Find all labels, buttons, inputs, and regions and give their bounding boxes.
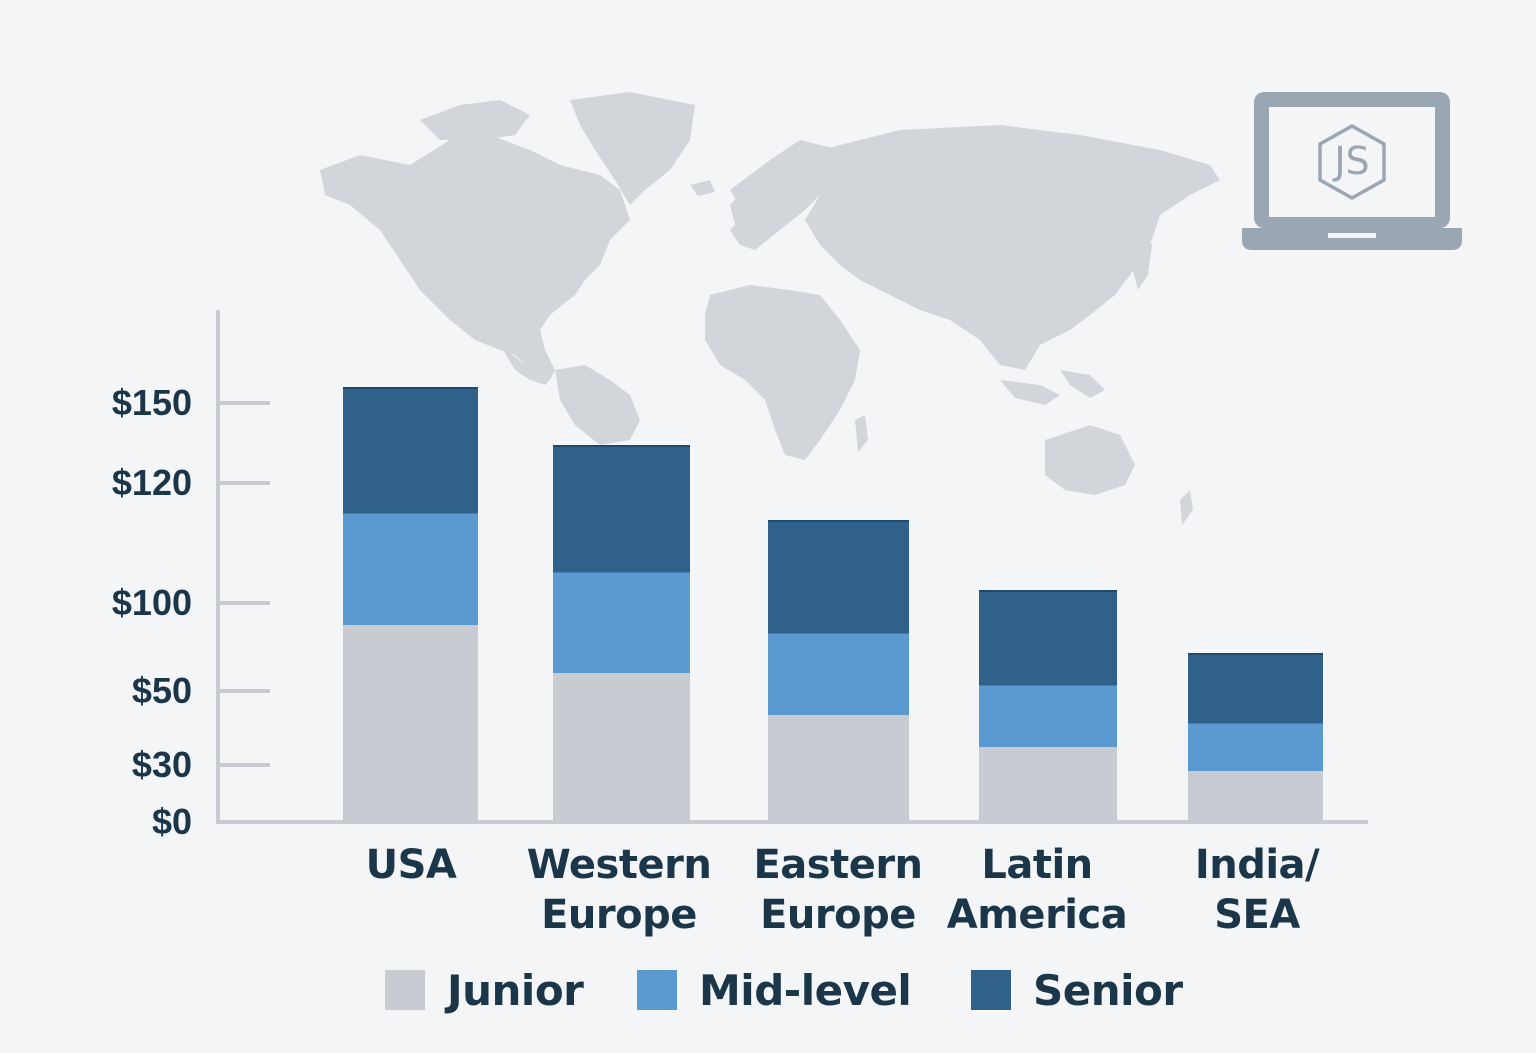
bar-segment-mid (768, 633, 909, 715)
y-axis (216, 310, 220, 824)
bar-segment-junior (768, 715, 909, 820)
bar-segment-junior (553, 673, 690, 820)
legend-swatch (385, 970, 425, 1010)
x-tick-label: Latin America (917, 840, 1157, 940)
y-tick (220, 481, 270, 485)
legend-item-mid-level: Mid-level (637, 965, 912, 1015)
bar-segment-mid (343, 513, 478, 625)
y-tick (220, 601, 270, 605)
y-tick (220, 401, 270, 405)
y-tick (220, 689, 270, 693)
bar-segment-senior (979, 590, 1117, 685)
x-label-line: Eastern (753, 842, 923, 888)
bar-usa (343, 387, 478, 820)
bar-segment-junior (979, 747, 1117, 820)
x-label-line: Europe (541, 892, 697, 938)
x-label-line: Europe (760, 892, 916, 938)
x-label-line: America (946, 892, 1128, 938)
bar-segment-senior (768, 520, 909, 633)
x-tick-label: Western Europe (499, 840, 739, 940)
bar-western-europe (553, 445, 690, 820)
bar-segment-mid (979, 685, 1117, 747)
x-label-line: Western (526, 842, 712, 888)
x-label-line: USA (365, 842, 457, 888)
laptop-icon: JS (1242, 92, 1462, 250)
x-label-line (291, 890, 531, 940)
legend-label: Mid-level (699, 965, 912, 1015)
bar-segment-junior (1188, 771, 1323, 820)
svg-text:JS: JS (1332, 139, 1369, 183)
bar-segment-mid (553, 572, 690, 673)
x-tick-label: India/SEA (1137, 840, 1377, 940)
x-tick-label: USA (291, 840, 531, 940)
y-tick-label: $0 (151, 801, 192, 842)
js-hexagon-icon (1318, 123, 1386, 201)
y-tick-label: $150 (111, 382, 192, 423)
y-tick-label: $30 (131, 744, 192, 785)
legend-swatch (637, 970, 677, 1010)
bar-segment-senior (1188, 653, 1323, 723)
bar-india-sea (1188, 653, 1323, 820)
world-map-background (320, 92, 1220, 525)
y-tick (220, 763, 270, 767)
bar-segment-mid (1188, 723, 1323, 771)
legend-label: Junior (447, 965, 584, 1015)
bar-latin-america (979, 590, 1117, 820)
y-tick-label: $120 (111, 462, 192, 503)
x-label-line: SEA (1214, 892, 1300, 938)
x-axis (216, 820, 1368, 824)
legend-item-junior: Junior (385, 965, 584, 1015)
bar-segment-senior (553, 445, 690, 572)
x-tick-label: Eastern Europe (718, 840, 958, 940)
x-label-line: India/ (1194, 842, 1320, 888)
x-label-line: Latin (981, 842, 1093, 888)
legend-item-senior: Senior (971, 965, 1183, 1015)
legend-label: Senior (1033, 965, 1183, 1015)
bar-segment-junior (343, 625, 478, 820)
legend-swatch (971, 970, 1011, 1010)
bar-segment-senior (343, 387, 478, 513)
bar-eastern-europe (768, 520, 909, 820)
y-tick-label: $100 (111, 582, 192, 623)
y-tick-label: $50 (131, 670, 192, 711)
